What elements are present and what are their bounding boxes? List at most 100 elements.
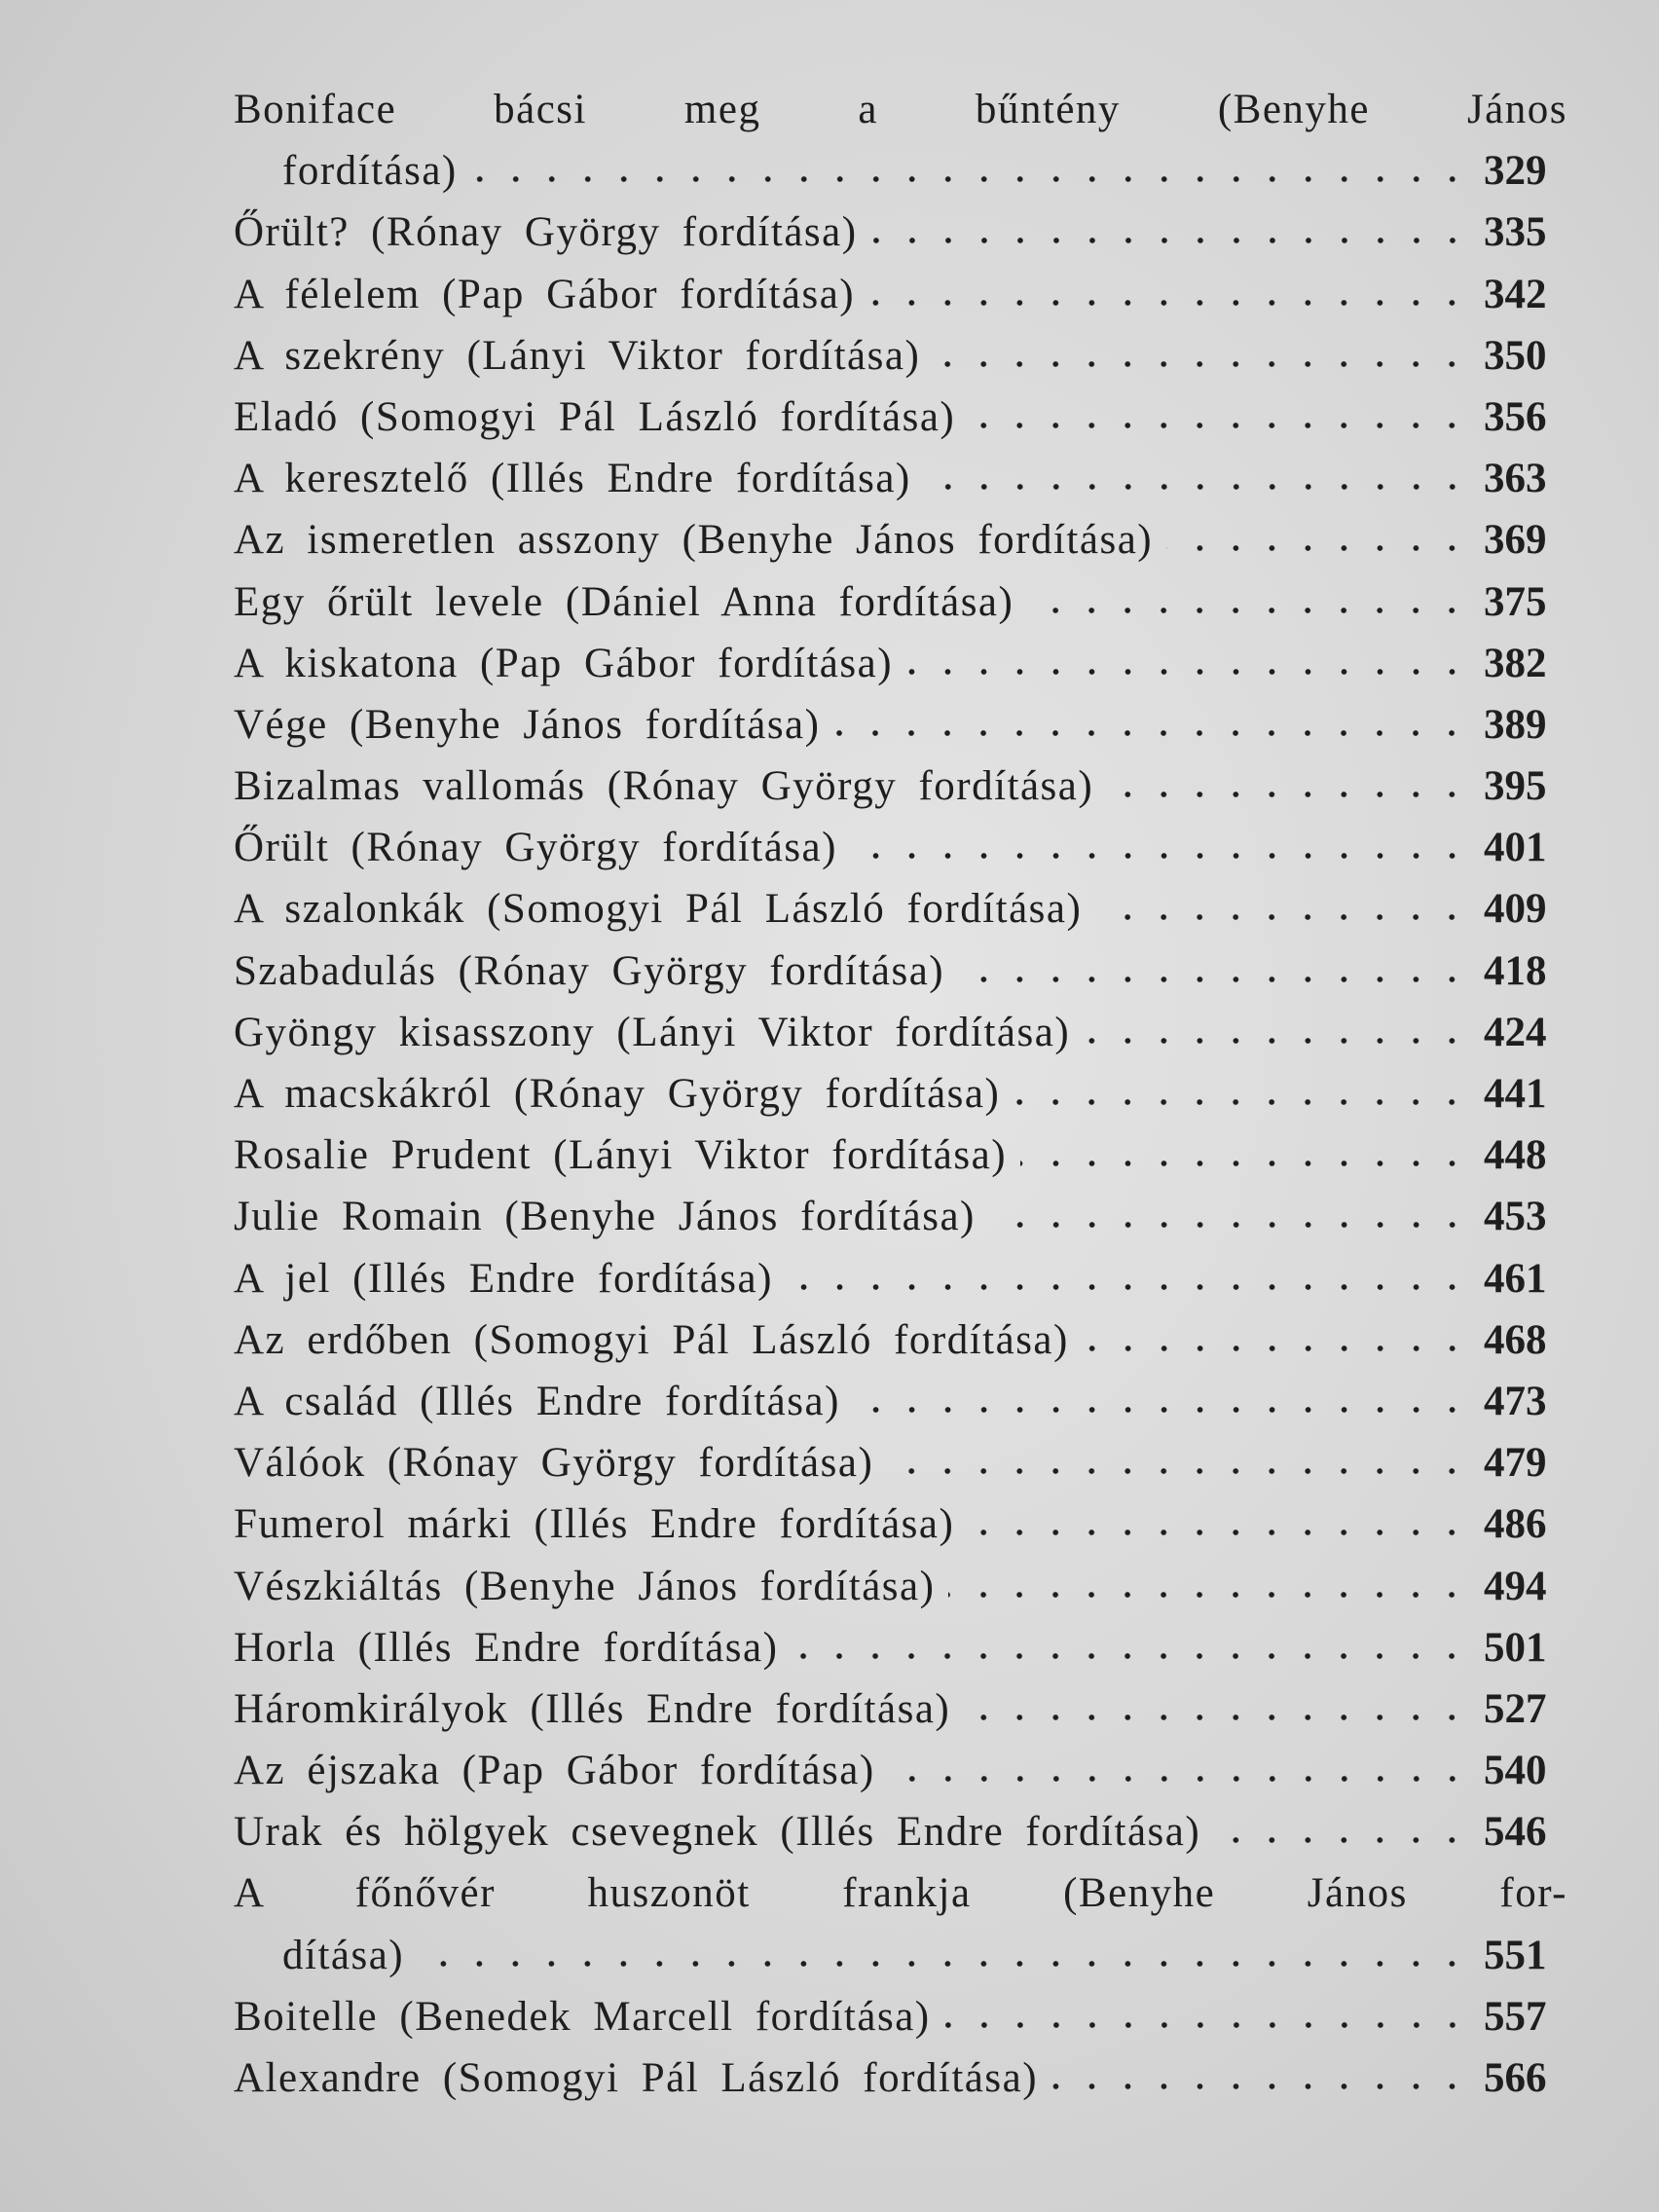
toc-line: Válóok (Rónay György fordítása) 479 <box>234 1439 1567 1500</box>
entry-title: Alexandre (Somogyi Pál László fordítása) <box>234 2055 1039 2101</box>
dot-leader <box>964 1712 1470 1722</box>
page-number: 448 <box>1484 1132 1547 1179</box>
page-number: 468 <box>1484 1316 1547 1363</box>
toc-line: A kiskatona (Pap Gábor fordítása) 382 <box>234 640 1567 701</box>
dot-leader <box>958 974 1470 984</box>
toc-line: Urak és hölgyek csevegnek (Illés Endre f… <box>234 1808 1567 1869</box>
toc-line: Gyöngy kisasszony (Lányi Viktor fordítás… <box>234 1009 1567 1070</box>
dot-leader <box>870 236 1470 246</box>
entry-title: Az éjszaka (Pap Gábor fordítása) <box>234 1748 875 1794</box>
entry-title: A jel (Illés Endre fordítása) <box>234 1255 773 1302</box>
dot-leader <box>924 482 1470 493</box>
dot-leader <box>1166 543 1470 554</box>
entry-title: A főnővér huszonöt frankja (Benyhe János… <box>234 1870 1567 1917</box>
toc-line: Az ismeretlen asszony (Benyhe János ford… <box>234 516 1567 577</box>
page-number: 461 <box>1484 1255 1547 1302</box>
page-number: 453 <box>1484 1194 1547 1240</box>
entry-title: Boitelle (Benedek Marcell fordítása) <box>234 1993 931 2040</box>
entry-title: fordítása) <box>282 148 458 195</box>
dot-leader <box>1027 605 1470 615</box>
entry-title: Vége (Benyhe János fordítása) <box>234 701 821 748</box>
page-number: 369 <box>1484 517 1547 564</box>
entry-title: Vészkiáltás (Benyhe János fordítása) <box>234 1563 936 1609</box>
toc-line: A szekrény (Lányi Viktor fordítása) 350 <box>234 332 1567 393</box>
page-number: 551 <box>1484 1932 1547 1978</box>
page-number: 494 <box>1484 1563 1547 1609</box>
toc-line: Őrült (Rónay György fordítása) 401 <box>234 824 1567 885</box>
dot-leader <box>988 1220 1470 1231</box>
toc-line: A keresztelő (Illés Endre fordítása) 363 <box>234 455 1567 516</box>
dot-leader <box>853 1404 1470 1415</box>
toc-line: Boitelle (Benedek Marcell fordítása) 557 <box>234 1993 1567 2054</box>
entry-title: Válóok (Rónay György fordítása) <box>234 1440 874 1487</box>
entry-title: Rosalie Prudent (Lányi Viktor fordítása) <box>234 1132 1008 1179</box>
page-number: 329 <box>1484 148 1547 195</box>
dot-leader <box>948 1589 1470 1600</box>
dot-leader <box>470 174 1470 185</box>
entry-title: Julie Romain (Benyhe János fordítása) <box>234 1194 976 1240</box>
entry-title: A kiskatona (Pap Gábor fordítása) <box>234 640 894 686</box>
toc-line: Őrült? (Rónay György fordítása) 335 <box>234 208 1567 270</box>
toc-line: A macskákról (Rónay György fordítása) 441 <box>234 1070 1567 1131</box>
toc-line: dítása) 551 <box>234 1932 1567 1993</box>
toc-line: Horla (Illés Endre fordítása) 501 <box>234 1624 1567 1685</box>
dot-leader <box>968 1528 1470 1538</box>
toc-line: fordítása) 329 <box>234 147 1567 208</box>
page-number: 540 <box>1484 1748 1547 1794</box>
entry-title: Az erdőben (Somogyi Pál László fordítása… <box>234 1316 1069 1363</box>
entry-title: Őrült? (Rónay György fordítása) <box>234 209 858 256</box>
page-number: 566 <box>1484 2055 1547 2101</box>
toc-line: Egy őrült levele (Dániel Anna fordítása)… <box>234 578 1567 640</box>
entry-title: Eladó (Somogyi Pál László fordítása) <box>234 393 956 440</box>
entry-title: A macskákról (Rónay György fordítása) <box>234 1071 1001 1117</box>
toc-line: A félelem (Pap Gábor fordítása) 342 <box>234 271 1567 332</box>
toc-line: Alexandre (Somogyi Pál László fordítása)… <box>234 2054 1567 2116</box>
entry-title: A keresztelő (Illés Endre fordítása) <box>234 456 911 502</box>
dot-leader <box>1107 790 1470 800</box>
page-number: 375 <box>1484 578 1547 625</box>
toc-line: Rosalie Prudent (Lányi Viktor fordítása)… <box>234 1131 1567 1193</box>
toc-line: Bizalmas vallomás (Rónay György fordítás… <box>234 762 1567 824</box>
entry-title: A félelem (Pap Gábor fordítása) <box>234 271 856 317</box>
entry-title: Gyöngy kisasszony (Lányi Viktor fordítás… <box>234 1009 1071 1055</box>
page-number: 418 <box>1484 947 1547 994</box>
entry-title: A szalonkák (Somogyi Pál László fordítás… <box>234 886 1083 933</box>
page-number: 409 <box>1484 886 1547 933</box>
entry-title: Őrült (Rónay György fordítása) <box>234 825 837 871</box>
toc-line: Vészkiáltás (Benyhe János fordítása) 494 <box>234 1563 1567 1624</box>
entry-title: Háromkirályok (Illés Endre fordítása) <box>234 1685 951 1732</box>
page-number: 424 <box>1484 1009 1547 1055</box>
page-number: 401 <box>1484 825 1547 871</box>
toc-line: Vége (Benyhe János fordítása) 389 <box>234 701 1567 762</box>
toc-line: Az erdőben (Somogyi Pál László fordítása… <box>234 1316 1567 1378</box>
toc-line: A főnővér huszonöt frankja (Benyhe János… <box>234 1869 1567 1931</box>
page-number: 527 <box>1484 1685 1547 1732</box>
page-number: 335 <box>1484 209 1547 256</box>
toc-line: Szabadulás (Rónay György fordítása) 418 <box>234 947 1567 1009</box>
dot-leader <box>1082 1343 1470 1353</box>
dot-leader <box>786 1281 1470 1292</box>
entry-title: Fumerol márki (Illés Endre fordítása) <box>234 1501 955 1548</box>
entry-title: Szabadulás (Rónay György fordítása) <box>234 947 945 994</box>
entry-title: dítása) <box>282 1932 405 1978</box>
entry-title: A család (Illés Endre fordítása) <box>234 1378 840 1424</box>
page-number: 382 <box>1484 640 1547 686</box>
dot-leader <box>1214 1835 1470 1846</box>
dot-leader <box>418 1958 1470 1969</box>
toc-line: A jel (Illés Endre fordítása) 461 <box>234 1255 1567 1316</box>
dot-leader <box>850 851 1470 862</box>
entry-title: A szekrény (Lányi Viktor fordítása) <box>234 332 921 379</box>
page-number: 473 <box>1484 1378 1547 1424</box>
toc-line: Az éjszaka (Pap Gábor fordítása) 540 <box>234 1747 1567 1808</box>
entry-title: Horla (Illés Endre fordítása) <box>234 1624 779 1671</box>
dot-leader <box>934 358 1470 369</box>
page-number: 363 <box>1484 456 1547 502</box>
page-number: 441 <box>1484 1071 1547 1117</box>
page-number: 501 <box>1484 1624 1547 1671</box>
toc-line: Boniface bácsi meg a bűntény (Benyhe Ján… <box>234 86 1567 147</box>
toc-line: A szalonkák (Somogyi Pál László fordítás… <box>234 885 1567 946</box>
page-number: 395 <box>1484 763 1547 810</box>
dot-leader <box>833 727 1470 738</box>
entry-title: Bizalmas vallomás (Rónay György fordítás… <box>234 763 1094 810</box>
